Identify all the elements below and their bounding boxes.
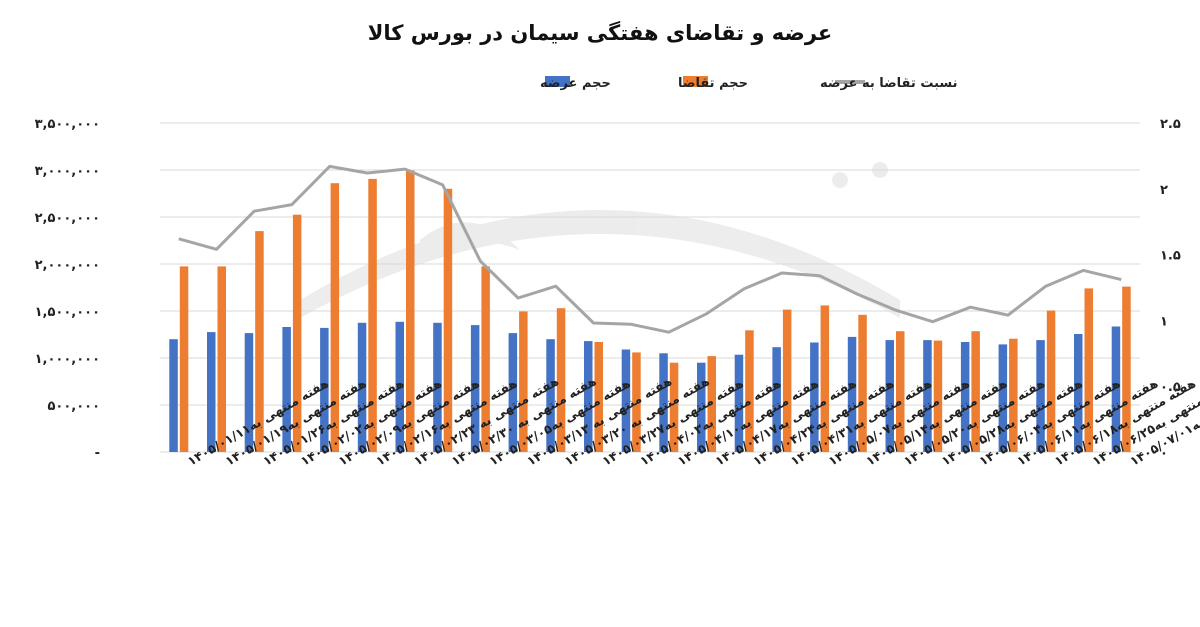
left-tick-label: ۵۰۰,۰۰۰	[47, 399, 100, 414]
right-tick-label: ۲.۵	[1160, 117, 1181, 132]
left-tick-label: ۱,۰۰۰,۰۰۰	[35, 352, 100, 367]
legend-label: حجم تقاضا	[678, 76, 748, 91]
right-tick-label: ۱.۵	[1160, 249, 1181, 264]
demand-bar	[782, 309, 792, 452]
legend-item: نسبت تقاضا به عرضه	[820, 76, 958, 91]
supply-bar	[207, 332, 216, 452]
demand-bar	[519, 311, 528, 452]
demand-bar	[330, 183, 340, 452]
demand-bar	[556, 308, 566, 452]
left-tick-label: -	[95, 446, 100, 461]
supply-bar	[998, 344, 1008, 452]
supply-bar	[1036, 340, 1045, 452]
legend-label: حجم عرضه	[540, 76, 611, 91]
supply-bar	[357, 322, 367, 453]
demand-bar	[707, 356, 716, 452]
demand-bar	[1122, 286, 1131, 452]
right-tick-label: ۰	[1160, 446, 1168, 461]
demand-bar	[255, 231, 264, 452]
right-tick-label: ۲	[1160, 183, 1168, 198]
supply-bar	[1074, 334, 1083, 452]
demand-bar	[292, 214, 302, 452]
demand-bar	[971, 331, 980, 452]
left-tick-label: ۲,۵۰۰,۰۰۰	[35, 211, 100, 226]
supply-bar	[1111, 326, 1121, 452]
supply-bar	[960, 342, 970, 452]
chart-title: عرضه و تقاضای هفتگی سیمان در بورس کالا	[368, 20, 833, 45]
demand-bar	[745, 330, 754, 452]
right-axis-labels: ۰ ۰.۵ ۱ ۱.۵ ۲ ۲.۵	[1160, 117, 1181, 461]
supply-bar	[433, 322, 442, 453]
bars-group	[169, 170, 1131, 453]
legend-swatch	[545, 76, 570, 87]
supply-bar	[244, 333, 254, 452]
supply-bar	[282, 327, 291, 452]
supply-bar	[697, 362, 706, 452]
demand-bar	[1046, 310, 1056, 452]
legend-item: حجم عرضه	[540, 76, 611, 91]
left-tick-label: ۳,۵۰۰,۰۰۰	[35, 117, 100, 132]
left-axis-labels: - ۵۰۰,۰۰۰ ۱,۰۰۰,۰۰۰ ۱,۵۰۰,۰۰۰ ۲,۰۰۰,۰۰۰ ۲,۵۰۰…	[35, 117, 100, 461]
supply-bar	[470, 325, 480, 452]
demand-bar	[1084, 288, 1093, 452]
right-tick-label: ۱	[1160, 314, 1168, 329]
demand-bar	[443, 188, 453, 453]
right-tick-label: ۰.۵	[1160, 380, 1181, 395]
left-tick-label: ۳,۰۰۰,۰۰۰	[35, 164, 100, 179]
demand-bar	[669, 362, 679, 452]
supply-bar	[923, 340, 932, 452]
supply-bar	[320, 327, 329, 452]
left-tick-label: ۱,۵۰۰,۰۰۰	[35, 305, 100, 320]
supply-bar	[734, 354, 744, 452]
legend-swatch	[683, 76, 708, 87]
legend-item: حجم تقاضا	[678, 76, 748, 91]
demand-bar	[179, 266, 189, 452]
ratio-line-group	[178, 164, 1122, 334]
demand-bar	[217, 266, 226, 452]
demand-bar	[368, 178, 377, 452]
demand-bar	[896, 331, 905, 452]
supply-bar	[847, 336, 857, 452]
demand-bar	[481, 266, 490, 452]
supply-bar	[546, 339, 555, 452]
supply-bar	[621, 349, 631, 452]
demand-bar	[632, 352, 641, 452]
supply-bar	[508, 333, 518, 452]
supply-bar	[395, 321, 404, 452]
supply-bar	[659, 353, 668, 452]
ratio-line	[178, 164, 1122, 334]
demand-bar	[820, 305, 830, 452]
supply-bar	[772, 347, 781, 452]
demand-bar	[1009, 338, 1018, 452]
demand-bar	[933, 340, 943, 452]
supply-bar	[810, 342, 819, 452]
demand-bar	[594, 342, 603, 452]
legend-label: نسبت تقاضا به عرضه	[820, 76, 958, 91]
demand-bar	[406, 170, 415, 452]
supply-bar	[885, 340, 894, 452]
supply-bar	[584, 341, 593, 452]
left-tick-label: ۲,۰۰۰,۰۰۰	[35, 258, 100, 273]
demand-bar	[858, 314, 867, 452]
legend: نسبت تقاضا به عرضه حجم تقاضا حجم عرضه	[540, 76, 958, 91]
supply-bar	[169, 339, 178, 452]
